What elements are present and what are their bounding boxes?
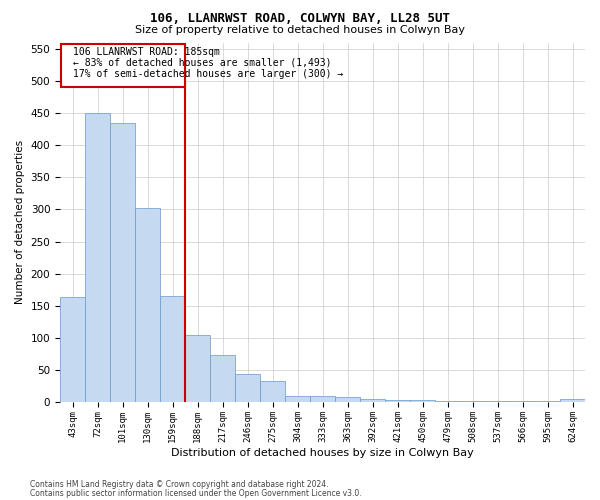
Bar [135,208,160,402]
FancyBboxPatch shape [61,44,185,87]
Text: 106 LLANRWST ROAD: 185sqm: 106 LLANRWST ROAD: 185sqm [73,47,220,57]
Bar [310,396,335,402]
Bar [285,396,310,402]
Bar [460,401,485,402]
Text: 17% of semi-detached houses are larger (300) →: 17% of semi-detached houses are larger (… [73,69,343,79]
Bar [560,400,585,402]
Bar [60,298,85,402]
Bar [110,123,135,402]
X-axis label: Distribution of detached houses by size in Colwyn Bay: Distribution of detached houses by size … [171,448,474,458]
Bar [260,381,285,402]
Text: Contains public sector information licensed under the Open Government Licence v3: Contains public sector information licen… [30,489,362,498]
Text: 106, LLANRWST ROAD, COLWYN BAY, LL28 5UT: 106, LLANRWST ROAD, COLWYN BAY, LL28 5UT [150,12,450,26]
Bar [335,397,360,402]
Bar [410,400,435,402]
Bar [185,334,210,402]
Text: Size of property relative to detached houses in Colwyn Bay: Size of property relative to detached ho… [135,25,465,35]
Bar [85,113,110,402]
Text: Contains HM Land Registry data © Crown copyright and database right 2024.: Contains HM Land Registry data © Crown c… [30,480,329,489]
Bar [235,374,260,402]
Y-axis label: Number of detached properties: Number of detached properties [15,140,25,304]
Bar [210,355,235,402]
Bar [435,401,460,402]
Bar [360,399,385,402]
Bar [160,296,185,402]
Text: ← 83% of detached houses are smaller (1,493): ← 83% of detached houses are smaller (1,… [73,58,332,68]
Bar [385,400,410,402]
